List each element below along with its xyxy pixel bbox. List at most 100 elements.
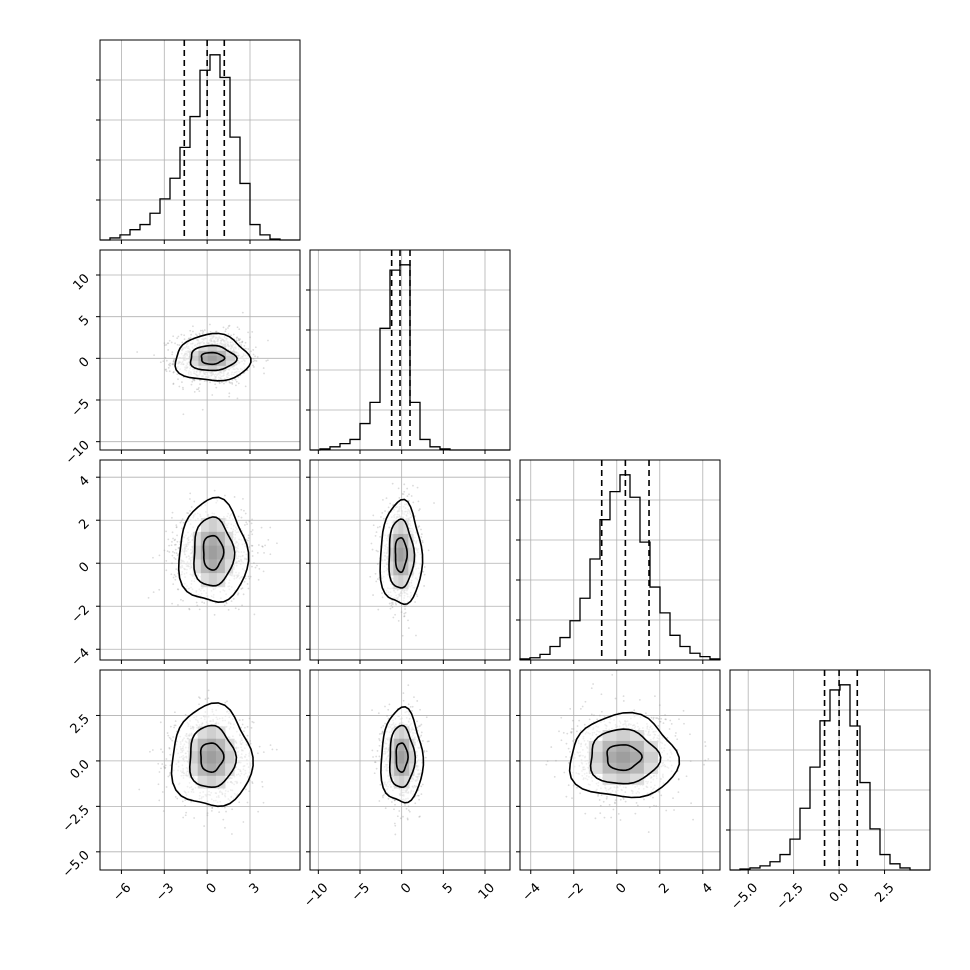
scatter-point xyxy=(240,726,242,729)
scatter-point xyxy=(181,386,184,389)
scatter-point xyxy=(176,534,178,537)
scatter-point xyxy=(420,723,423,726)
scatter-point xyxy=(393,799,396,802)
scatter-point xyxy=(237,376,240,378)
scatter-point xyxy=(211,806,214,809)
scatter-point xyxy=(160,767,162,770)
scatter-point xyxy=(161,791,164,793)
scatter-point xyxy=(410,495,413,497)
scatter-point xyxy=(181,341,184,344)
scatter-point xyxy=(159,721,162,724)
scatter-point xyxy=(195,601,198,604)
scatter-point xyxy=(232,333,235,336)
scatter-point xyxy=(427,549,430,552)
scatter-point xyxy=(252,360,255,363)
scatter-point xyxy=(251,781,254,783)
scatter-point xyxy=(221,381,223,384)
scatter-point xyxy=(404,611,407,614)
scatter-point xyxy=(416,726,419,729)
scatter-point xyxy=(403,612,406,615)
scatter-point xyxy=(392,616,395,619)
scatter-point xyxy=(151,749,154,751)
scatter-point xyxy=(394,613,396,616)
scatter-point xyxy=(225,602,228,605)
scatter-point xyxy=(269,553,272,556)
scatter-point xyxy=(372,594,374,596)
scatter-point xyxy=(160,748,162,751)
scatter-point xyxy=(265,359,268,362)
scatter-point xyxy=(190,506,193,508)
scatter-point xyxy=(397,619,400,622)
scatter-point xyxy=(190,333,193,336)
scatter-point xyxy=(400,611,403,614)
scatter-point xyxy=(171,516,173,519)
scatter-point xyxy=(172,576,175,579)
scatter-point xyxy=(223,604,226,607)
scatter-point xyxy=(252,357,255,360)
scatter-point xyxy=(189,498,191,500)
scatter-point xyxy=(244,577,247,580)
scatter-point xyxy=(243,509,245,512)
scatter-point xyxy=(201,329,204,332)
scatter-point xyxy=(152,591,155,593)
scatter-point xyxy=(215,330,218,333)
scatter-point xyxy=(372,524,375,527)
scatter-point xyxy=(177,604,179,606)
scatter-point xyxy=(417,500,420,503)
scatter-point xyxy=(377,608,380,611)
scatter-point xyxy=(173,556,176,559)
scatter-point xyxy=(257,752,259,755)
scatter-point xyxy=(407,619,409,622)
scatter-point xyxy=(237,608,240,611)
scatter-point xyxy=(372,756,374,758)
scatter-point xyxy=(169,753,172,756)
scatter-point xyxy=(152,556,154,559)
scatter-point xyxy=(260,526,263,529)
scatter-point xyxy=(237,337,240,340)
scatter-point xyxy=(176,797,179,800)
scatter-point xyxy=(423,751,426,753)
scatter-point xyxy=(246,369,249,372)
scatter-point xyxy=(241,718,244,721)
scatter-point xyxy=(173,711,176,714)
scatter-point xyxy=(412,484,414,487)
scatter-point xyxy=(371,548,374,551)
scatter-point xyxy=(404,608,406,610)
scatter-point xyxy=(244,341,247,344)
scatter-point xyxy=(384,510,386,512)
scatter-point xyxy=(419,708,421,711)
scatter-point xyxy=(375,580,378,583)
scatter-point xyxy=(172,583,175,586)
scatter-point xyxy=(170,544,173,547)
scatter-point xyxy=(376,526,379,529)
scatter-point xyxy=(416,595,419,598)
scatter-point xyxy=(157,762,160,765)
scatter-point xyxy=(166,342,169,345)
scatter-point xyxy=(387,506,390,509)
scatter-point xyxy=(250,530,253,533)
scatter-point xyxy=(171,739,174,742)
scatter-point xyxy=(389,502,392,505)
scatter-point xyxy=(173,551,176,554)
scatter-point xyxy=(378,525,381,528)
scatter-point xyxy=(412,501,415,504)
scatter-point xyxy=(249,336,251,339)
scatter-point xyxy=(189,509,191,512)
scatter-point xyxy=(251,518,254,521)
scatter-point xyxy=(254,566,257,569)
scatter-point xyxy=(245,539,248,541)
scatter-point xyxy=(247,348,250,350)
scatter-point xyxy=(197,386,200,389)
scatter-point xyxy=(225,380,228,383)
scatter-point xyxy=(193,390,196,393)
scatter-point xyxy=(381,730,384,733)
scatter-point xyxy=(391,606,394,609)
scatter-point xyxy=(256,356,259,358)
scatter-point xyxy=(374,534,377,537)
scatter-point xyxy=(381,592,383,595)
scatter-point xyxy=(203,602,206,604)
scatter-point xyxy=(404,605,406,608)
scatter-point xyxy=(370,542,373,545)
scatter-point xyxy=(251,544,254,547)
scatter-point xyxy=(248,520,251,523)
